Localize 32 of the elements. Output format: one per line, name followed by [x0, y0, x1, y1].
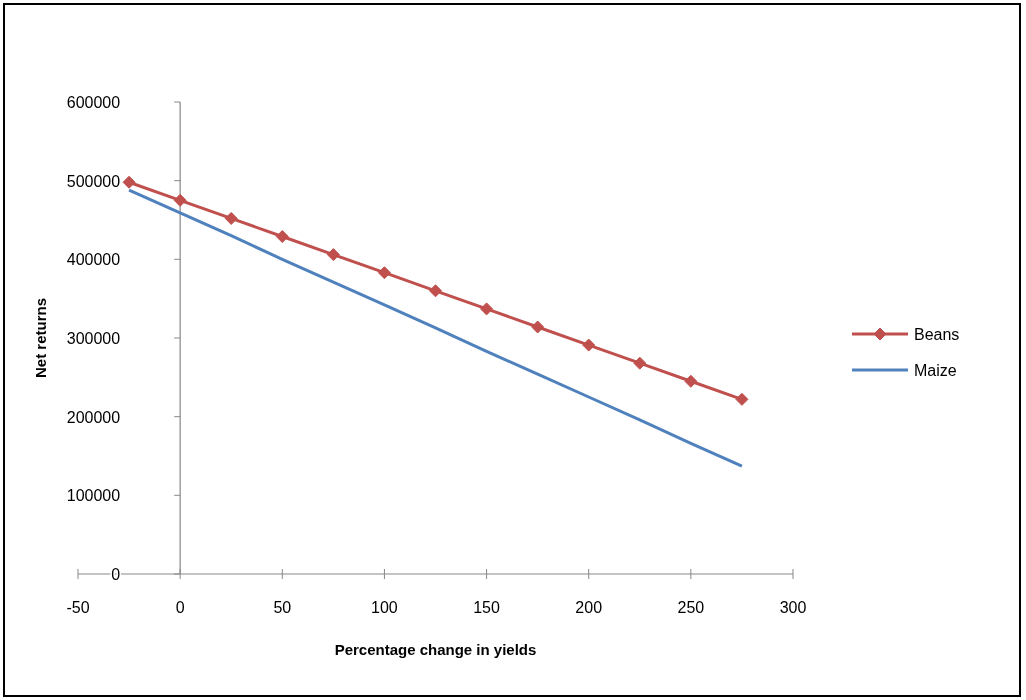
- x-axis-title: Percentage change in yields: [334, 641, 537, 658]
- point: [173, 193, 187, 207]
- point: [224, 211, 238, 225]
- point: [377, 266, 391, 280]
- point: [480, 302, 494, 316]
- point: [122, 175, 136, 189]
- x-tick-label: 50: [273, 599, 292, 616]
- legend-label: Beans: [914, 326, 960, 343]
- point: [735, 392, 749, 406]
- y-tick-label: 600000: [66, 94, 121, 111]
- x-tick-label: 100: [371, 599, 398, 616]
- x-tick-label: 300: [779, 599, 807, 616]
- y-tick-label: 100000: [66, 487, 121, 505]
- point: [275, 230, 289, 244]
- point: [633, 356, 647, 370]
- point: [684, 374, 698, 388]
- x-tick-label: 150: [473, 599, 501, 616]
- point: [326, 248, 340, 262]
- x-tick-label: -50: [66, 599, 90, 616]
- y-tick-label: 200000: [66, 408, 121, 426]
- x-tick-label: 0: [175, 599, 185, 616]
- point: [531, 320, 545, 334]
- y-tick-label: 0: [111, 566, 121, 583]
- y-tick-label: 400000: [66, 251, 121, 269]
- legend-label: Maize: [914, 362, 957, 379]
- point: [582, 338, 596, 352]
- x-tick-label: 200: [575, 599, 603, 616]
- point: [429, 284, 442, 298]
- y-tick-label: 300000: [66, 330, 121, 347]
- x-tick-label: 250: [677, 599, 705, 616]
- y-axis-title: Net returns: [32, 297, 49, 379]
- y-tick-label: 500000: [66, 172, 121, 190]
